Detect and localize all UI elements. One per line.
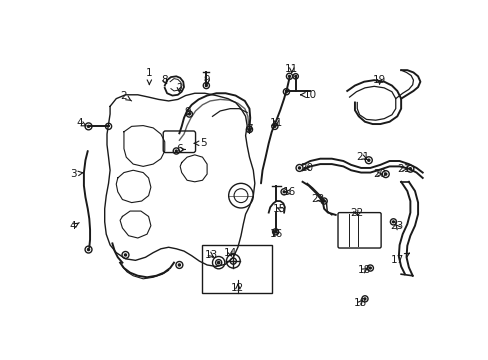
Text: 2: 2: [120, 91, 131, 101]
Text: 5: 5: [194, 138, 206, 148]
Text: 23: 23: [311, 194, 324, 204]
Circle shape: [248, 129, 250, 130]
Circle shape: [188, 113, 190, 115]
Text: 8: 8: [161, 75, 168, 85]
Text: 12: 12: [231, 283, 244, 293]
Text: 2: 2: [176, 83, 183, 93]
Text: 9: 9: [184, 108, 191, 117]
Circle shape: [298, 167, 300, 169]
Text: 11: 11: [269, 117, 283, 127]
Circle shape: [175, 150, 177, 152]
Circle shape: [124, 254, 126, 256]
Text: 15: 15: [272, 204, 285, 214]
Circle shape: [285, 91, 287, 93]
Text: 17: 17: [390, 253, 408, 265]
Circle shape: [323, 200, 325, 202]
Circle shape: [392, 221, 393, 223]
Text: 18: 18: [357, 265, 370, 275]
Circle shape: [408, 168, 410, 170]
Text: 23: 23: [390, 221, 403, 231]
Text: 4: 4: [76, 117, 86, 127]
Text: 1: 1: [146, 68, 152, 84]
Circle shape: [274, 231, 276, 233]
Circle shape: [87, 248, 89, 251]
Text: 18: 18: [353, 298, 366, 308]
Text: 6: 6: [176, 144, 185, 154]
Text: 16: 16: [269, 229, 283, 239]
Text: 20: 20: [372, 169, 386, 179]
Bar: [202, 245, 271, 293]
Text: 14: 14: [223, 248, 236, 258]
Circle shape: [368, 267, 370, 269]
Text: 16: 16: [282, 187, 296, 197]
Text: 22: 22: [349, 208, 363, 217]
Text: 21: 21: [355, 152, 368, 162]
Circle shape: [273, 125, 275, 127]
Text: 7: 7: [245, 125, 252, 134]
Text: 20: 20: [300, 163, 313, 173]
Circle shape: [288, 75, 290, 77]
Circle shape: [217, 261, 220, 264]
Circle shape: [283, 191, 285, 193]
Circle shape: [205, 85, 207, 86]
Circle shape: [363, 298, 365, 300]
Circle shape: [178, 264, 180, 266]
Circle shape: [367, 159, 369, 161]
Text: 19: 19: [372, 75, 386, 85]
Text: 3: 3: [70, 169, 83, 179]
Text: 11: 11: [285, 64, 298, 73]
Circle shape: [87, 125, 89, 127]
Text: 13: 13: [204, 250, 217, 260]
Text: 4: 4: [70, 221, 79, 231]
Text: 10: 10: [300, 90, 316, 100]
Text: 9: 9: [203, 75, 210, 85]
Text: 21: 21: [396, 164, 409, 174]
Circle shape: [384, 173, 386, 175]
Circle shape: [294, 76, 296, 77]
